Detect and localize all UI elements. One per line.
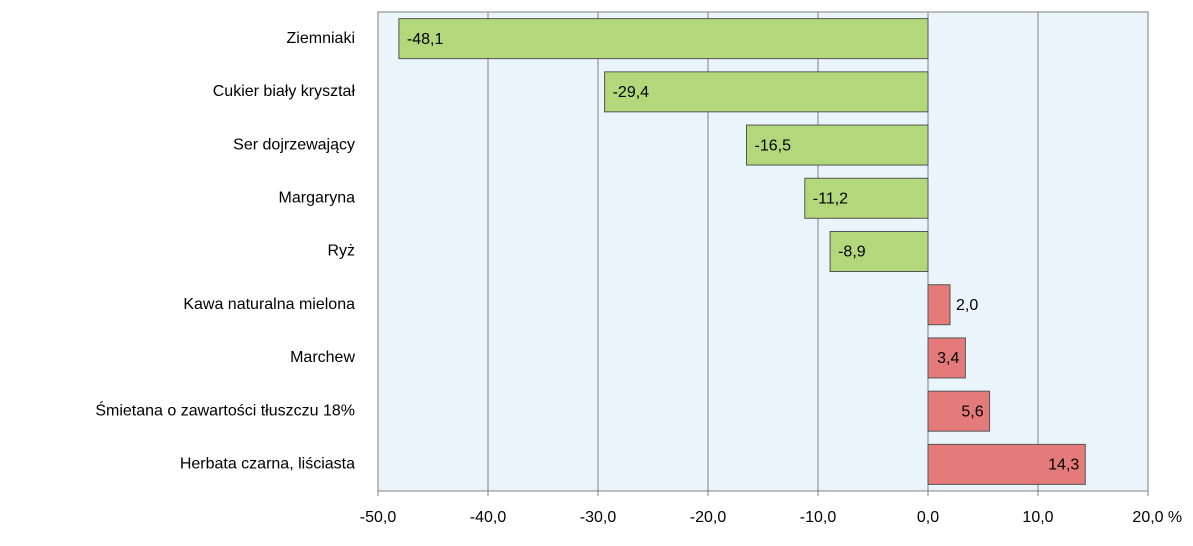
x-tick-label: -50,0 — [360, 509, 397, 526]
y-tick-label: Ryż — [327, 243, 355, 260]
bar — [604, 71, 929, 113]
x-tick-label: -30,0 — [580, 509, 617, 526]
data-label: -16,5 — [755, 137, 792, 154]
bar — [927, 337, 966, 379]
bar — [398, 18, 929, 60]
data-label: 3,4 — [937, 350, 959, 367]
data-label: -29,4 — [613, 84, 650, 101]
data-label: -11,2 — [813, 190, 848, 207]
bar — [829, 231, 929, 272]
data-label: 14,3 — [1048, 457, 1079, 474]
x-tick-label: -20,0 — [690, 509, 727, 526]
x-tick-label: -10,0 — [800, 509, 837, 526]
y-tick-label: Ziemniaki — [287, 30, 355, 47]
y-tick-label: Marchew — [290, 349, 355, 366]
y-tick-label: Kawa naturalna mielona — [183, 296, 355, 313]
bar — [927, 443, 1086, 485]
y-tick-label: Ser dojrzewający — [233, 136, 355, 153]
y-tick-label: Herbata czarna, liściasta — [180, 456, 355, 473]
y-tick-label: Margaryna — [279, 189, 356, 206]
data-label: -48,1 — [407, 31, 444, 48]
x-tick-label: -40,0 — [470, 509, 507, 526]
y-tick-label: Cukier biały kryształ — [213, 83, 356, 100]
bar — [804, 177, 929, 219]
bar — [927, 284, 951, 326]
x-unit: % — [1168, 509, 1182, 526]
bar — [746, 124, 929, 166]
data-label: -8,9 — [838, 244, 866, 261]
bar — [927, 390, 991, 432]
x-tick-label: 20,0 — [1132, 509, 1163, 526]
x-tick-label: 10,0 — [1022, 509, 1053, 526]
data-label: 2,0 — [956, 297, 978, 314]
y-tick-label: Śmietana o zawartości tłuszczu 18% — [95, 400, 355, 419]
x-tick-label: 0,0 — [917, 509, 939, 526]
data-label: 5,6 — [961, 403, 983, 420]
